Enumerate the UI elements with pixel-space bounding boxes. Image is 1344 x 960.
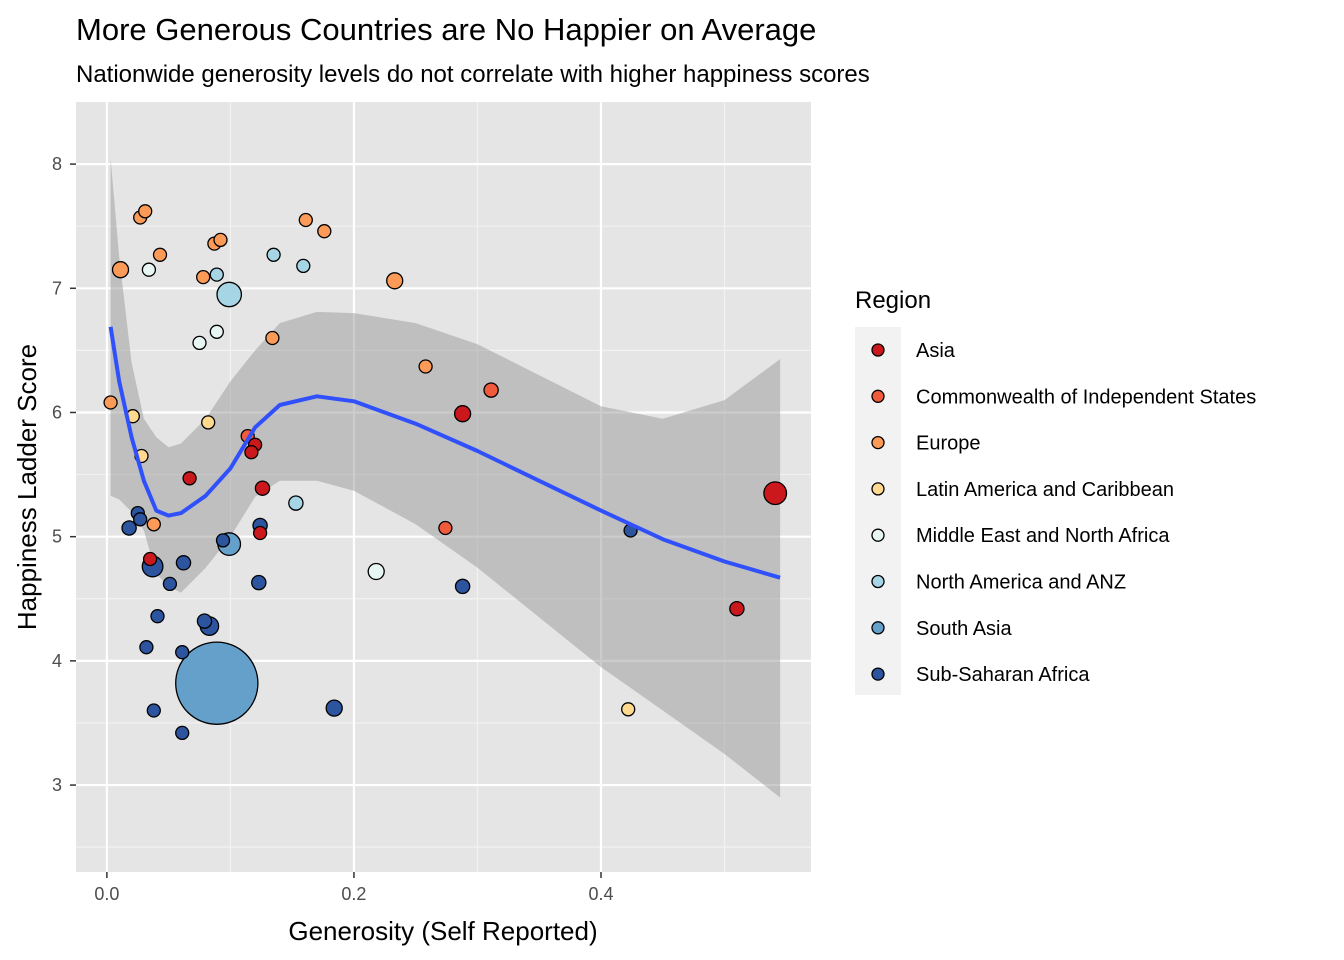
data-point	[252, 525, 268, 541]
smooth-line	[108, 326, 781, 580]
data-point	[175, 641, 259, 725]
y-tick-label: 3	[52, 775, 62, 795]
legend-label: Asia	[916, 340, 956, 362]
data-point	[192, 335, 207, 351]
data-point	[367, 562, 385, 581]
data-point	[216, 281, 243, 308]
confidence-band	[110, 157, 781, 798]
legend-label: Latin America and Caribbean	[916, 479, 1174, 501]
data-point	[251, 574, 267, 591]
data-point	[317, 224, 332, 239]
x-axis-title: Generosity (Self Reported)	[288, 916, 597, 946]
legend-label: Sub-Saharan Africa	[916, 664, 1090, 686]
data-point	[175, 645, 190, 660]
legend-title: Region	[855, 287, 931, 314]
data-point	[175, 725, 190, 741]
y-tick-label: 5	[52, 527, 62, 547]
data-point	[182, 471, 197, 486]
data-point	[196, 613, 213, 629]
data-point	[296, 258, 311, 274]
legend-key	[871, 574, 885, 589]
legend-label: Europe	[916, 433, 981, 455]
data-point	[729, 600, 745, 617]
legend-key	[871, 621, 885, 635]
data-point	[763, 481, 788, 506]
data-point	[103, 395, 118, 410]
legend-key	[871, 528, 885, 542]
data-point	[139, 640, 154, 655]
y-tick-label: 7	[52, 278, 62, 298]
y-tick-label: 4	[52, 651, 62, 671]
axes: 0.0 0.2 0.4 3 4 5 6 7 8	[52, 154, 614, 904]
data-point	[213, 232, 228, 248]
data-point	[175, 555, 192, 571]
data-point	[215, 533, 231, 548]
legend-key	[871, 343, 885, 357]
y-tick-label: 8	[52, 154, 62, 174]
data-points	[103, 204, 788, 741]
data-point	[111, 261, 130, 279]
data-point	[386, 272, 404, 290]
legend-key	[871, 435, 885, 450]
legend-label: Middle East and North Africa	[916, 525, 1170, 547]
legend-label: North America and ANZ	[916, 572, 1126, 594]
chart-subtitle: Nationwide generosity levels do not corr…	[76, 61, 870, 88]
data-point	[196, 269, 211, 285]
data-point	[121, 520, 137, 536]
legend-key-background	[855, 327, 901, 695]
y-tick-label: 6	[52, 402, 62, 422]
data-point	[141, 262, 157, 277]
x-tick-label: 0.0	[94, 884, 119, 904]
legend-key	[871, 389, 885, 403]
data-point	[142, 551, 158, 567]
legend-label: South Asia	[916, 618, 1013, 640]
data-point	[325, 699, 343, 717]
data-point	[146, 703, 161, 718]
data-point	[209, 267, 224, 282]
data-point	[418, 359, 433, 374]
smooth-line-path	[108, 326, 781, 580]
data-point	[254, 480, 271, 496]
x-tick-label: 0.2	[341, 884, 366, 904]
y-axis-title: Happiness Ladder Score	[12, 344, 42, 630]
data-point	[438, 520, 453, 536]
legend-key	[871, 482, 885, 496]
confidence-band-area	[110, 157, 781, 798]
data-point	[266, 247, 281, 262]
legend-label: Commonwealth of Independent States	[916, 386, 1256, 408]
data-point	[209, 324, 224, 339]
data-point	[133, 512, 148, 527]
chart-title: More Generous Countries are No Happier o…	[76, 12, 816, 47]
legend: Region Asia Commonwealth of Independent S…	[855, 287, 1256, 695]
data-point	[288, 495, 304, 511]
data-point	[621, 702, 636, 717]
data-point	[152, 247, 168, 262]
data-point	[146, 517, 161, 532]
data-point	[244, 445, 259, 460]
data-point	[162, 576, 178, 592]
data-point	[453, 405, 472, 423]
data-point	[298, 212, 313, 228]
data-point	[201, 415, 216, 430]
data-point	[150, 609, 165, 624]
legend-key	[871, 667, 885, 681]
data-point	[483, 382, 499, 398]
data-point	[265, 330, 280, 346]
data-point	[138, 204, 153, 219]
x-tick-label: 0.4	[588, 884, 613, 904]
data-point	[454, 578, 471, 595]
